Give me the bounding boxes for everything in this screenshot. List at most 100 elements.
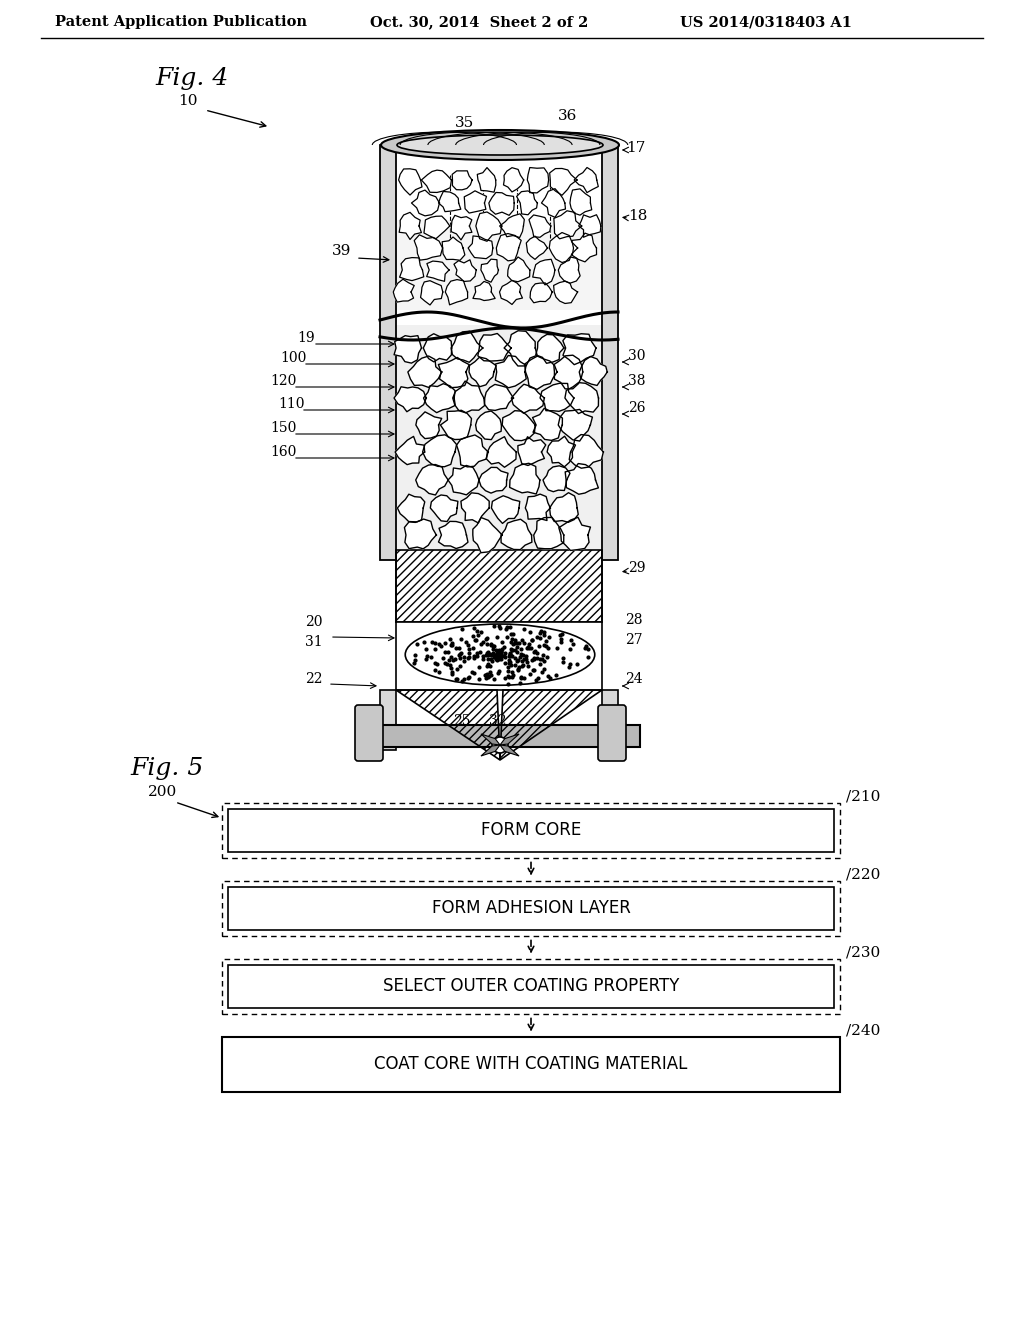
Polygon shape xyxy=(408,356,441,387)
Ellipse shape xyxy=(381,129,618,160)
Text: Fig. 5: Fig. 5 xyxy=(130,756,203,780)
Text: 22: 22 xyxy=(305,672,323,686)
Polygon shape xyxy=(532,259,555,285)
Polygon shape xyxy=(518,437,546,466)
Polygon shape xyxy=(500,734,519,744)
Polygon shape xyxy=(559,517,591,550)
Bar xyxy=(228,887,834,929)
Text: 18: 18 xyxy=(628,209,647,223)
Polygon shape xyxy=(558,409,593,441)
Polygon shape xyxy=(534,517,564,549)
Polygon shape xyxy=(427,261,450,281)
Text: 28: 28 xyxy=(625,612,642,627)
Polygon shape xyxy=(430,495,458,521)
Ellipse shape xyxy=(406,624,595,685)
Polygon shape xyxy=(510,463,540,494)
Polygon shape xyxy=(527,168,549,193)
Polygon shape xyxy=(464,191,486,213)
Polygon shape xyxy=(569,434,603,469)
Polygon shape xyxy=(500,744,519,756)
Polygon shape xyxy=(547,436,575,467)
Polygon shape xyxy=(526,236,548,259)
Polygon shape xyxy=(542,189,565,218)
Polygon shape xyxy=(404,519,436,549)
Polygon shape xyxy=(532,408,562,441)
Polygon shape xyxy=(481,259,499,282)
Polygon shape xyxy=(504,168,523,191)
Polygon shape xyxy=(394,335,422,363)
Polygon shape xyxy=(457,436,488,467)
Text: 30: 30 xyxy=(628,348,645,363)
Polygon shape xyxy=(500,280,522,305)
Polygon shape xyxy=(475,411,502,440)
Polygon shape xyxy=(580,356,607,385)
Polygon shape xyxy=(414,235,442,260)
Text: 38: 38 xyxy=(628,374,645,388)
Text: 32: 32 xyxy=(489,714,507,729)
Polygon shape xyxy=(395,437,425,465)
Polygon shape xyxy=(481,734,500,744)
Polygon shape xyxy=(423,334,452,362)
Polygon shape xyxy=(549,232,578,263)
Text: 25: 25 xyxy=(453,714,470,729)
Polygon shape xyxy=(570,189,592,215)
Polygon shape xyxy=(565,383,598,413)
Polygon shape xyxy=(478,334,511,362)
Text: /220: /220 xyxy=(846,867,881,882)
Text: 31: 31 xyxy=(305,635,323,649)
Polygon shape xyxy=(500,214,524,238)
Polygon shape xyxy=(423,434,457,467)
Bar xyxy=(222,1036,840,1092)
Polygon shape xyxy=(554,281,578,304)
Polygon shape xyxy=(496,355,526,388)
Polygon shape xyxy=(536,334,564,363)
Polygon shape xyxy=(517,191,538,215)
FancyBboxPatch shape xyxy=(355,705,383,762)
Polygon shape xyxy=(558,257,581,284)
Polygon shape xyxy=(438,358,469,388)
Text: 29: 29 xyxy=(628,561,645,576)
Text: Oct. 30, 2014  Sheet 2 of 2: Oct. 30, 2014 Sheet 2 of 2 xyxy=(370,15,589,29)
Polygon shape xyxy=(394,387,426,412)
Bar xyxy=(358,725,640,747)
Text: 17: 17 xyxy=(626,141,645,154)
Text: Fig. 4: Fig. 4 xyxy=(155,67,228,90)
Circle shape xyxy=(492,737,508,752)
Polygon shape xyxy=(501,519,531,549)
Polygon shape xyxy=(554,211,582,239)
Polygon shape xyxy=(492,496,520,524)
Polygon shape xyxy=(504,331,538,366)
Polygon shape xyxy=(473,281,496,301)
Polygon shape xyxy=(461,492,489,523)
Polygon shape xyxy=(454,260,476,281)
Bar xyxy=(396,550,602,622)
Polygon shape xyxy=(525,494,550,520)
Polygon shape xyxy=(424,384,456,413)
Bar xyxy=(396,220,602,310)
Bar xyxy=(396,622,602,690)
Polygon shape xyxy=(453,170,472,190)
Polygon shape xyxy=(438,191,461,211)
Text: 160: 160 xyxy=(270,445,296,459)
Polygon shape xyxy=(477,168,496,193)
Bar xyxy=(380,145,396,560)
Polygon shape xyxy=(397,494,425,523)
Bar xyxy=(396,325,602,550)
Bar xyxy=(602,145,618,560)
Text: 35: 35 xyxy=(456,116,475,129)
Polygon shape xyxy=(554,355,583,389)
Text: 20: 20 xyxy=(305,615,323,630)
Text: 100: 100 xyxy=(280,351,306,366)
Text: 200: 200 xyxy=(148,785,177,799)
Polygon shape xyxy=(479,467,508,494)
Text: 39: 39 xyxy=(332,244,351,257)
Polygon shape xyxy=(399,257,424,281)
FancyBboxPatch shape xyxy=(598,705,626,762)
Bar xyxy=(222,803,840,858)
Polygon shape xyxy=(524,356,557,389)
Polygon shape xyxy=(440,411,471,440)
Text: 110: 110 xyxy=(278,397,304,411)
Polygon shape xyxy=(502,411,536,441)
Text: FORM CORE: FORM CORE xyxy=(481,821,582,840)
Bar xyxy=(602,690,618,750)
